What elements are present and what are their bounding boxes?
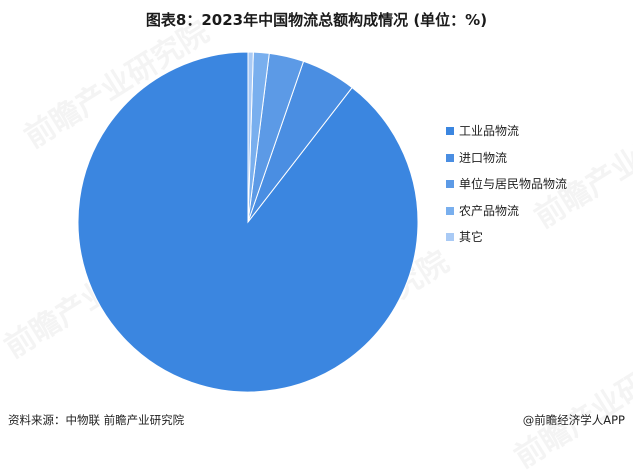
pie-slice [247,51,254,223]
brand-credit: @前瞻经济学人APP [522,413,625,427]
legend-item: 其它 [446,224,567,251]
legend-label: 工业品物流 [459,124,520,138]
chart-title: 图表8：2023年中国物流总额构成情况 (单位：%) [145,11,488,29]
legend-label: 单位与居民物品物流 [459,177,568,191]
legend-item: 农产品物流 [446,198,567,225]
legend-swatch [446,180,454,189]
source-note: 资料来源：中物联 前瞻产业研究院 [8,413,185,427]
legend-swatch [446,127,454,136]
pie-chart [77,51,419,393]
legend-swatch [446,206,454,215]
legend: 工业品物流 进口物流 单位与居民物品物流 农产品物流 其它 [446,118,567,251]
legend-swatch [446,153,454,162]
legend-label: 进口物流 [459,150,508,165]
legend-item: 进口物流 [446,145,567,172]
legend-label: 农产品物流 [459,203,520,218]
legend-item: 单位与居民物品物流 [446,171,567,198]
legend-swatch [446,233,454,242]
legend-label: 其它 [459,230,484,244]
legend-item: 工业品物流 [446,118,567,145]
